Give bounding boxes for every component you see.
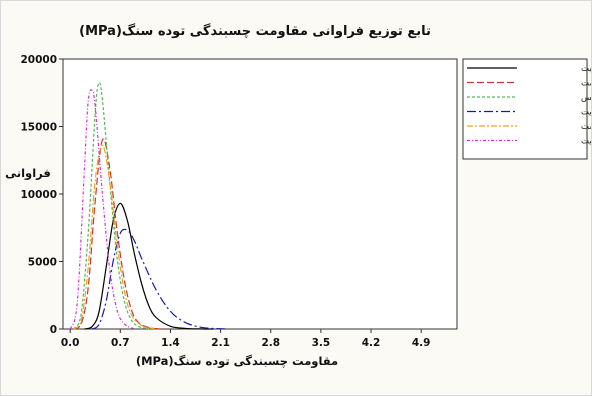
x-axis-ticks: 0.0 0.7 1.4 2.1 2.8 3.5 4.2 4.9 xyxy=(61,329,431,349)
y-axis-ticks: 0 5000 10000 15000 20000 xyxy=(20,54,63,336)
x-tick-label: 1.4 xyxy=(161,337,180,349)
x-tick-label: 2.8 xyxy=(261,337,280,349)
legend-label-4: مگنتیت xyxy=(581,107,591,118)
y-tick-label: 10000 xyxy=(20,189,57,201)
legend-label-6: هماتیت xyxy=(581,137,591,147)
series-line-4 xyxy=(91,228,228,330)
y-tick-label: 5000 xyxy=(28,257,57,269)
x-tick-label: 4.9 xyxy=(412,337,431,349)
x-tick-label: 3.5 xyxy=(312,337,331,349)
x-axis-label: مقاومت چسبندگی توده سنگ(MPa) xyxy=(136,354,338,369)
legend-label-2: کوارتزشیست xyxy=(581,79,591,89)
y-tick-label: 0 xyxy=(50,324,57,336)
series-line-2 xyxy=(73,138,164,330)
legend-label-1: آمفیبولیت xyxy=(581,62,591,74)
y-tick-label: 15000 xyxy=(20,122,57,134)
y-tick-label: 20000 xyxy=(20,54,57,66)
x-tick-label: 0.7 xyxy=(111,337,130,349)
x-tick-label: 0.0 xyxy=(61,337,80,349)
y-axis-label: فراوانی xyxy=(5,166,51,181)
legend-label-3: گنایس xyxy=(581,92,591,103)
legend: آمفیبولیت کوارتزشیست گنایس مگنتیت میکاشیست هم… xyxy=(462,58,591,160)
chart-title: تابع توزیع فراوانی مقاومت چسبندگی توده س… xyxy=(79,23,431,39)
plot-area xyxy=(62,58,458,330)
series-line-6 xyxy=(69,89,135,330)
series-line-3 xyxy=(73,81,150,330)
x-tick-label: 2.1 xyxy=(211,337,230,349)
series-line-1 xyxy=(84,202,214,330)
x-tick-label: 4.2 xyxy=(362,337,381,349)
legend-label-5: میکاشیست xyxy=(581,122,591,132)
legend-box xyxy=(462,58,588,160)
series-line-5 xyxy=(73,144,157,330)
series-layer xyxy=(69,81,228,330)
